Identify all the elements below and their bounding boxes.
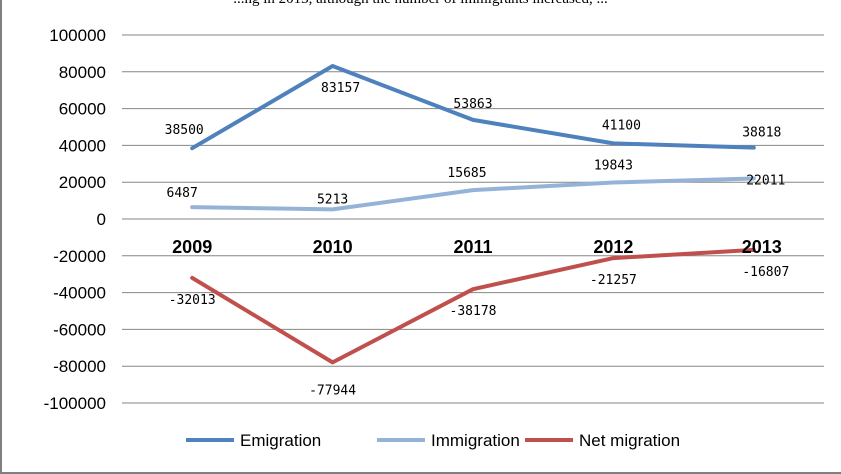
data-label: -21257 bbox=[590, 273, 637, 288]
legend-label: Emigration bbox=[240, 431, 321, 450]
data-label: -77944 bbox=[309, 383, 356, 398]
series-line-net-migration bbox=[190, 247, 756, 365]
y-tick-label: -40000 bbox=[53, 284, 106, 303]
data-label: 22011 bbox=[746, 173, 785, 188]
category-label: 2009 bbox=[172, 237, 212, 257]
series-line-emigration bbox=[190, 64, 756, 151]
y-axis-tick-labels: 100000 80000 60000 40000 20000 0 -20000 -40000 -… bbox=[44, 26, 106, 413]
category-label: 2010 bbox=[313, 237, 353, 257]
y-tick-label: -60000 bbox=[53, 320, 106, 339]
data-labels: 38500 83157 53863 41100 38818 6487 5213 15685 19… bbox=[165, 81, 790, 398]
category-labels: 2009 2010 2011 2012 2013 bbox=[172, 237, 782, 257]
series-lines bbox=[190, 64, 756, 365]
y-tick-label: 20000 bbox=[59, 173, 106, 192]
category-label: 2012 bbox=[593, 237, 633, 257]
y-tick-label: 80000 bbox=[59, 63, 106, 82]
y-tick-label: 60000 bbox=[59, 100, 106, 119]
legend-label: Net migration bbox=[579, 431, 680, 450]
data-label: 19843 bbox=[594, 158, 633, 173]
data-label: 83157 bbox=[321, 81, 360, 96]
data-label: 5213 bbox=[317, 192, 348, 207]
y-tick-label: -20000 bbox=[53, 247, 106, 266]
y-tick-label: 40000 bbox=[59, 136, 106, 155]
legend-label: Immigration bbox=[431, 431, 520, 450]
data-label: -38178 bbox=[450, 304, 497, 319]
y-tick-label: 0 bbox=[97, 210, 106, 229]
y-tick-label: 100000 bbox=[49, 26, 106, 45]
data-label: -16807 bbox=[742, 265, 789, 280]
data-label: -32013 bbox=[169, 293, 216, 308]
y-tick-label: -80000 bbox=[53, 357, 106, 376]
y-tick-label: -100000 bbox=[44, 394, 106, 413]
top-caption: ...ng in 2013, although the number of im… bbox=[0, 0, 841, 8]
series-line-immigration bbox=[190, 176, 756, 212]
data-label: 38818 bbox=[742, 126, 781, 141]
data-label: 38500 bbox=[165, 123, 204, 138]
data-label: 53863 bbox=[453, 97, 492, 112]
data-label: 41100 bbox=[602, 118, 641, 133]
category-label: 2013 bbox=[742, 237, 782, 257]
data-label: 15685 bbox=[447, 166, 486, 181]
legend: Emigration Immigration Net migration bbox=[186, 431, 680, 450]
data-label: 6487 bbox=[167, 186, 198, 201]
gridlines bbox=[122, 34, 824, 404]
category-label: 2011 bbox=[453, 237, 492, 257]
